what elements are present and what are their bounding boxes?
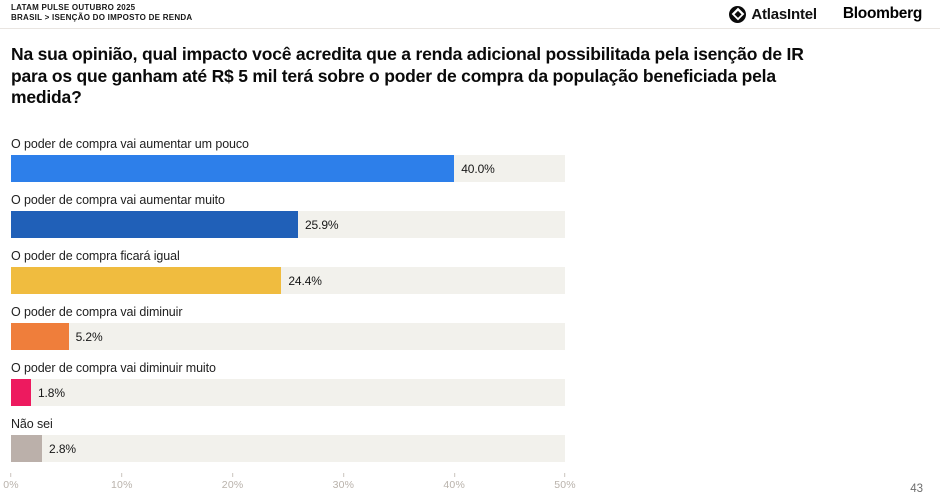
x-axis-tick: 30% — [333, 473, 355, 491]
bar-fill — [11, 379, 31, 406]
bar-row-aumentar-um-pouco: O poder de compra vai aumentar um pouco … — [11, 137, 565, 182]
report-header: LATAM PULSE OUTUBRO 2025 BRASIL > ISENÇÃ… — [11, 3, 922, 23]
bar-row-diminuir-muito: O poder de compra vai diminuir muito 1.8… — [11, 361, 565, 406]
bar-chart: O poder de compra vai aumentar um pouco … — [3, 137, 576, 499]
bar-value-label: 25.9% — [304, 217, 339, 232]
bar-category-label: O poder de compra vai diminuir muito — [11, 361, 216, 375]
tick-mark — [10, 473, 12, 477]
atlasintel-icon — [729, 5, 747, 23]
tick-mark — [453, 473, 455, 477]
bar-row-aumentar-muito: O poder de compra vai aumentar muito 25.… — [11, 193, 565, 238]
bar-value-label: 5.2% — [75, 329, 103, 344]
kicker-line-2: BRASIL > ISENÇÃO DO IMPOSTO DE RENDA — [11, 13, 193, 22]
bar-row-nao-sei: Não sei 2.8% — [11, 417, 565, 462]
bar-track: 1.8% — [11, 379, 565, 406]
bar-track: 24.4% — [11, 267, 565, 294]
bar-track: 40.0% — [11, 155, 565, 182]
brand-logos: AtlasIntel Bloomberg — [729, 5, 922, 23]
bar-track: 25.9% — [11, 211, 565, 238]
question-title-line-2: para os que ganham até R$ 5 mil terá sob… — [11, 65, 776, 86]
x-axis-tick: 40% — [443, 473, 465, 491]
bar-value-label: 1.8% — [37, 385, 65, 400]
atlasintel-logo: AtlasIntel — [729, 5, 817, 23]
bar-category-label: Não sei — [11, 417, 53, 431]
tick-mark — [342, 473, 344, 477]
bloomberg-wordmark: Bloomberg — [842, 5, 922, 22]
bar-fill — [11, 155, 455, 182]
tick-label: 40% — [443, 479, 465, 491]
tick-mark — [564, 473, 566, 477]
tick-label: 20% — [221, 479, 244, 491]
x-axis-tick: 20% — [222, 473, 244, 491]
tick-label: 10% — [110, 479, 133, 491]
bar-category-label: O poder de compra ficará igual — [11, 249, 180, 263]
bar-fill — [11, 323, 69, 350]
question-title: Na sua opinião, qual impacto você acredi… — [11, 44, 863, 109]
question-title-line-3: medida? — [11, 87, 82, 107]
x-axis-tick: 0% — [3, 473, 19, 491]
bar-fill — [11, 211, 298, 238]
tick-mark — [232, 473, 234, 477]
bar-track: 5.2% — [11, 323, 565, 350]
bar-category-label: O poder de compra vai aumentar um pouco — [11, 137, 249, 151]
header-divider — [0, 28, 940, 29]
x-axis: 0% 10% 20% 30% 40% 50% — [3, 473, 576, 499]
bar-value-label: 24.4% — [288, 273, 322, 288]
tick-mark — [121, 473, 123, 477]
bar-fill — [11, 435, 43, 462]
bar-fill — [11, 267, 282, 294]
bar-category-label: O poder de compra vai diminuir — [11, 305, 183, 319]
bar-track: 2.8% — [11, 435, 565, 462]
tick-label: 0% — [3, 479, 19, 491]
report-kicker: LATAM PULSE OUTUBRO 2025 BRASIL > ISENÇÃ… — [11, 3, 922, 23]
bar-row-ficara-igual: O poder de compra ficará igual 24.4% — [11, 249, 565, 294]
bar-row-diminuir: O poder de compra vai diminuir 5.2% — [11, 305, 565, 350]
kicker-line-1: LATAM PULSE OUTUBRO 2025 — [11, 3, 136, 12]
page-number: 43 — [910, 483, 923, 495]
x-axis-tick: 50% — [554, 473, 576, 491]
x-axis-tick: 10% — [111, 473, 133, 491]
tick-label: 30% — [332, 479, 355, 491]
atlasintel-wordmark: AtlasIntel — [751, 5, 817, 23]
bar-value-label: 2.8% — [49, 441, 76, 456]
bar-category-label: O poder de compra vai aumentar muito — [11, 193, 225, 207]
bar-value-label: 40.0% — [461, 161, 495, 176]
question-title-line-1: Na sua opinião, qual impacto você acredi… — [11, 44, 804, 64]
tick-label: 50% — [554, 479, 576, 491]
